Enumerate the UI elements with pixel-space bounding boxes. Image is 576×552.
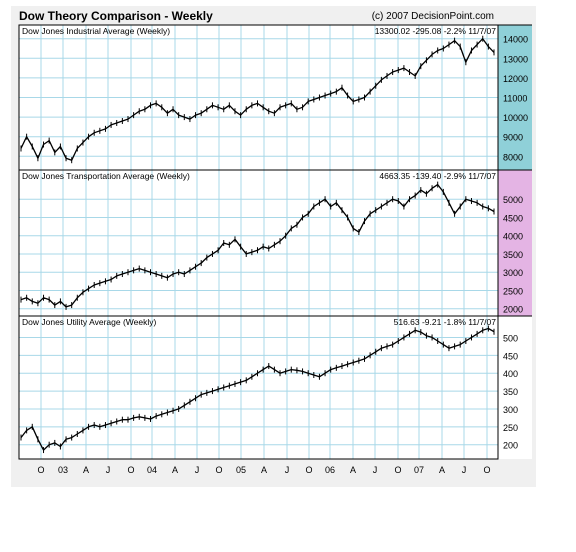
y-tick-label: 14000 xyxy=(503,35,528,45)
y-tick-label: 3500 xyxy=(503,250,523,260)
panel-industrial: 8000 9000 10000 11000 12000 13000 14000 Dow Jon… xyxy=(18,24,532,171)
panel-stats-industrial: 13300.02 -295.08 -2.2% 11/7/07 xyxy=(375,26,497,36)
y-tick-label: 450 xyxy=(503,351,518,361)
x-tick-label: O xyxy=(215,465,222,475)
x-tick-label: 06 xyxy=(325,465,335,475)
y-tick-label: 200 xyxy=(503,441,518,451)
y-tick-label: 400 xyxy=(503,369,518,379)
x-tick-label: O xyxy=(305,465,312,475)
y-tick-label: 4500 xyxy=(503,213,523,223)
x-tick-label: J xyxy=(106,465,111,475)
chart-title: Dow Theory Comparison - Weekly xyxy=(19,9,213,23)
panels-group: 8000 9000 10000 11000 12000 13000 14000 Dow Jon… xyxy=(18,24,532,460)
y-tick-label: 9000 xyxy=(503,133,523,143)
panel-stats-utility: 516.63 -9.21 -1.8% 11/7/07 xyxy=(394,317,497,327)
x-tick-label: J xyxy=(462,465,467,475)
panel-title-industrial: Dow Jones Industrial Average (Weekly) xyxy=(22,26,170,36)
y-tick-label: 3000 xyxy=(503,268,523,278)
x-tick-label: O xyxy=(127,465,134,475)
x-tick-label: A xyxy=(83,465,89,475)
x-tick-label: 04 xyxy=(147,465,157,475)
x-tick-label: J xyxy=(285,465,290,475)
x-tick-label: O xyxy=(394,465,401,475)
x-tick-label: J xyxy=(373,465,378,475)
y-tick-label: 350 xyxy=(503,387,518,397)
panel-transport: 2000 2500 3000 3500 4000 4500 5000 Dow Jones Tr… xyxy=(18,169,532,317)
x-tick-label: A xyxy=(172,465,178,475)
vertical-grid-transport xyxy=(40,170,488,316)
x-tick-label: A xyxy=(350,465,356,475)
x-axis: O 03 A J O 04 A J O 05 A J O 06 A J O 07 A J O xyxy=(19,458,498,475)
y-tick-label: 300 xyxy=(503,405,518,415)
x-tick-label: 03 xyxy=(58,465,68,475)
panel-stats-transport: 4663.35 -139.40 -2.9% 11/7/07 xyxy=(379,171,496,181)
y-tick-label: 12000 xyxy=(503,74,528,84)
y-tick-label: 2500 xyxy=(503,286,523,296)
x-tick-label: A xyxy=(439,465,445,475)
y-tick-label: 10000 xyxy=(503,113,528,123)
y-tick-label: 4000 xyxy=(503,232,523,242)
series-points-industrial xyxy=(20,35,495,164)
x-tick-label: O xyxy=(37,465,44,475)
panel-title-utility: Dow Jones Utility Average (Weekly) xyxy=(22,317,156,327)
panel-utility: 200 250 300 350 400 450 500 Dow Jones Utility A… xyxy=(18,315,532,460)
plot-area-transport xyxy=(19,170,498,316)
x-tick-label: 07 xyxy=(414,465,424,475)
x-tick-label: 05 xyxy=(236,465,246,475)
horizontal-grid-transport xyxy=(19,198,498,310)
y-tick-label: 11000 xyxy=(503,94,527,104)
panel-title-transport: Dow Jones Transportation Average (Weekly… xyxy=(22,171,190,181)
x-tick-label: A xyxy=(261,465,267,475)
horizontal-grid-industrial xyxy=(19,38,498,157)
y-tick-label: 500 xyxy=(503,333,518,343)
y-tick-label: 13000 xyxy=(503,54,528,64)
series-points-transport xyxy=(20,181,495,310)
y-tick-label: 8000 xyxy=(503,152,523,162)
y-tick-label: 2000 xyxy=(503,305,523,315)
x-tick-label: O xyxy=(483,465,490,475)
y-tick-label: 250 xyxy=(503,423,518,433)
x-tick-label: J xyxy=(195,465,200,475)
series-points-utility xyxy=(20,325,495,454)
plot-area-utility xyxy=(19,316,498,459)
copyright-text: (c) 2007 DecisionPoint.com xyxy=(372,11,494,22)
y-tick-label: 5000 xyxy=(503,195,523,205)
